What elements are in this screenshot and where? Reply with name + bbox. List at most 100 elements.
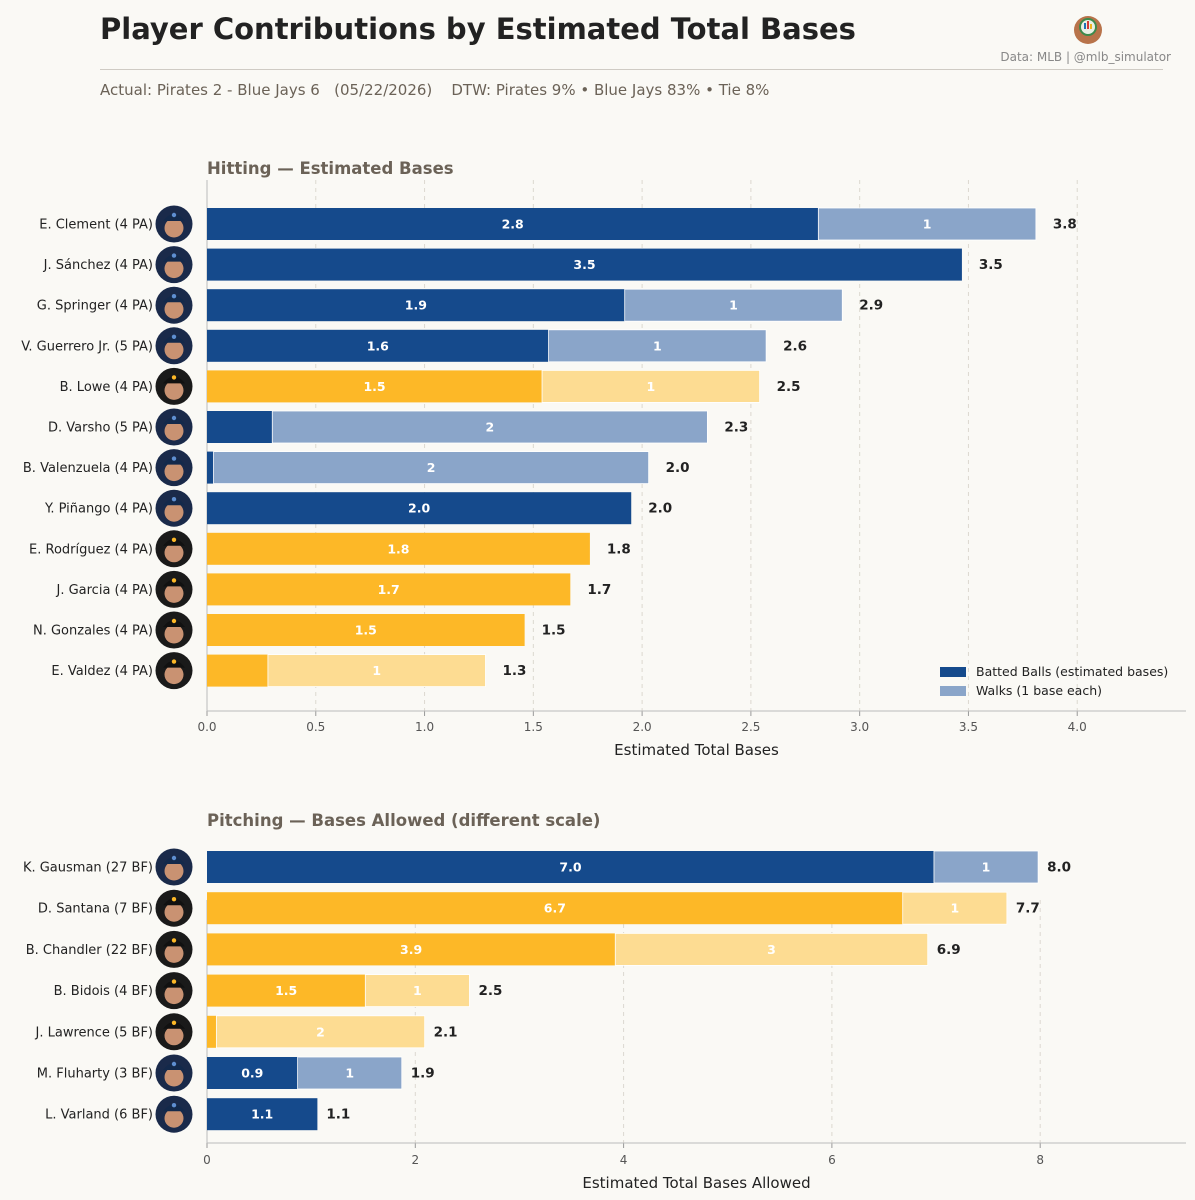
player-face-icon [164,861,184,881]
player-cap-icon [163,376,185,384]
pitching-walks-value-label: 2 [316,1024,325,1039]
player-face-icon [164,462,184,482]
player-cap-icon [163,538,185,546]
pitching-panel-title: Pitching — Bases Allowed (different scal… [207,811,600,830]
hitting-total-label: 1.7 [587,582,611,598]
hitting-batted-value-label: 3.5 [573,257,595,272]
player-face-icon [164,502,184,522]
pitching-total-label: 6.9 [937,942,961,958]
pitching-tick-label: 2 [411,1153,419,1167]
hitting-bar-walks [817,207,1037,241]
player-face-icon [164,299,184,319]
hitting-walks-value-label: 1 [653,338,662,353]
team-cap-logo-icon [171,537,177,542]
pitching-total-label: 1.9 [411,1066,435,1082]
pitching-bar-walks [902,891,1008,925]
pitching-bar-batted [207,851,934,883]
pitching-total-label: 2.5 [478,983,502,999]
pitching-player-label: B. Bidois (4 BF) [54,984,153,999]
legend-label-walks: Walks (1 base each) [976,683,1103,698]
hitting-bar-walks [213,451,650,485]
player-cap-icon [163,1063,185,1070]
hitting-player-label: D. Varsho (5 PA) [48,421,153,436]
legend-swatch-batted [940,666,966,677]
hitting-tick-label: 1.5 [524,720,543,734]
player-face-icon [164,218,184,238]
hitting-player-label: E. Clement (4 PA) [39,218,153,233]
team-cap-logo-icon [171,456,177,461]
hitting-walks-value-label: 2 [485,420,494,435]
hitting-tick-label: 3.0 [850,720,869,734]
legend-swatch-walks [940,685,966,696]
team-cap-logo-icon [171,253,177,258]
pitching-total-label: 7.7 [1016,901,1040,917]
team-cap-logo-icon [171,659,177,664]
player-cap-icon [163,620,185,627]
pitching-walks-value-label: 1 [345,1066,354,1081]
hitting-total-label: 3.8 [1053,217,1077,233]
player-cap-icon [163,660,185,668]
pitching-batted-value-label: 6.7 [544,901,566,916]
pitching-bar-batted [207,892,903,925]
pitching-bar-walks [297,1056,403,1090]
pitching-bar-walks [614,933,929,966]
pitching-x-axis-label: Estimated Total Bases Allowed [582,1174,810,1192]
player-cap-icon [163,214,185,221]
team-cap-logo-icon [171,294,177,299]
player-face-icon [164,1026,184,1046]
hitting-walks-value-label: 1 [372,663,381,678]
pitching-batted-value-label: 1.5 [275,983,297,998]
pitching-player-label: L. Varland (6 BF) [45,1108,153,1123]
player-cap-icon [163,335,185,343]
legend: Batted Balls (estimated bases) Walks (1 … [940,662,1168,700]
hitting-batted-value-label: 1.5 [363,379,385,394]
hitting-player-label: E. Rodríguez (4 PA) [29,542,153,557]
pitching-player-label: K. Gausman (27 BF) [23,861,153,876]
player-face-icon [164,624,184,644]
hitting-walks-value-label: 2 [427,460,436,475]
player-face-icon [164,583,184,603]
hitting-total-label: 1.5 [542,623,566,639]
team-cap-logo-icon [171,1061,177,1067]
hitting-total-label: 3.5 [979,257,1003,273]
chart-title: Player Contributions by Estimated Total … [100,12,856,46]
player-cap-icon [163,457,185,465]
hitting-bar-batted [207,492,632,525]
pitching-total-label: 1.1 [326,1107,350,1123]
pitching-player-label: D. Santana (7 BF) [38,902,153,917]
pitching-batted-value-label: 0.9 [241,1066,263,1081]
team-cap-logo-icon [171,855,177,861]
pitching-player-label: M. Fluharty (3 BF) [37,1067,153,1082]
hitting-bar-batted [207,411,273,443]
hitting-player-label: G. Springer (4 PA) [37,299,153,314]
hitting-bar-batted [207,654,268,687]
player-cap-icon [163,1021,185,1029]
team-cap-logo-icon [171,938,177,943]
team-cap-logo-icon [171,618,177,624]
player-cap-icon [163,579,185,587]
hitting-total-label: 2.6 [783,338,807,354]
team-cap-logo-icon [171,334,177,339]
pitching-tick-label: 0 [203,1153,211,1167]
legend-label-batted: Batted Balls (estimated bases) [976,664,1169,679]
pitching-player-label: B. Chandler (22 BF) [26,943,153,958]
hitting-tick-label: 3.5 [959,720,978,734]
hitting-batted-value-label: 2.0 [408,501,430,516]
pitching-tick-label: 6 [828,1153,836,1167]
legend-item-batted: Batted Balls (estimated bases) [940,662,1168,681]
player-cap-icon [163,498,185,506]
hitting-batted-value-label: 2.8 [502,217,524,232]
pitching-bar-walks [933,850,1039,884]
hitting-bar-batted [207,614,525,646]
player-face-icon [164,543,184,563]
hitting-tick-label: 2.5 [741,720,760,734]
hitting-batted-value-label: 1.5 [355,623,377,638]
pitching-walks-value-label: 1 [950,901,959,916]
team-cap-logo-icon [171,1020,177,1025]
team-cap-logo-icon [171,375,177,380]
hitting-bar-batted [207,370,543,403]
pitching-bar-batted [207,1098,318,1131]
team-cap-logo-icon [171,212,177,218]
hitting-player-label: B. Lowe (4 PA) [60,380,153,395]
